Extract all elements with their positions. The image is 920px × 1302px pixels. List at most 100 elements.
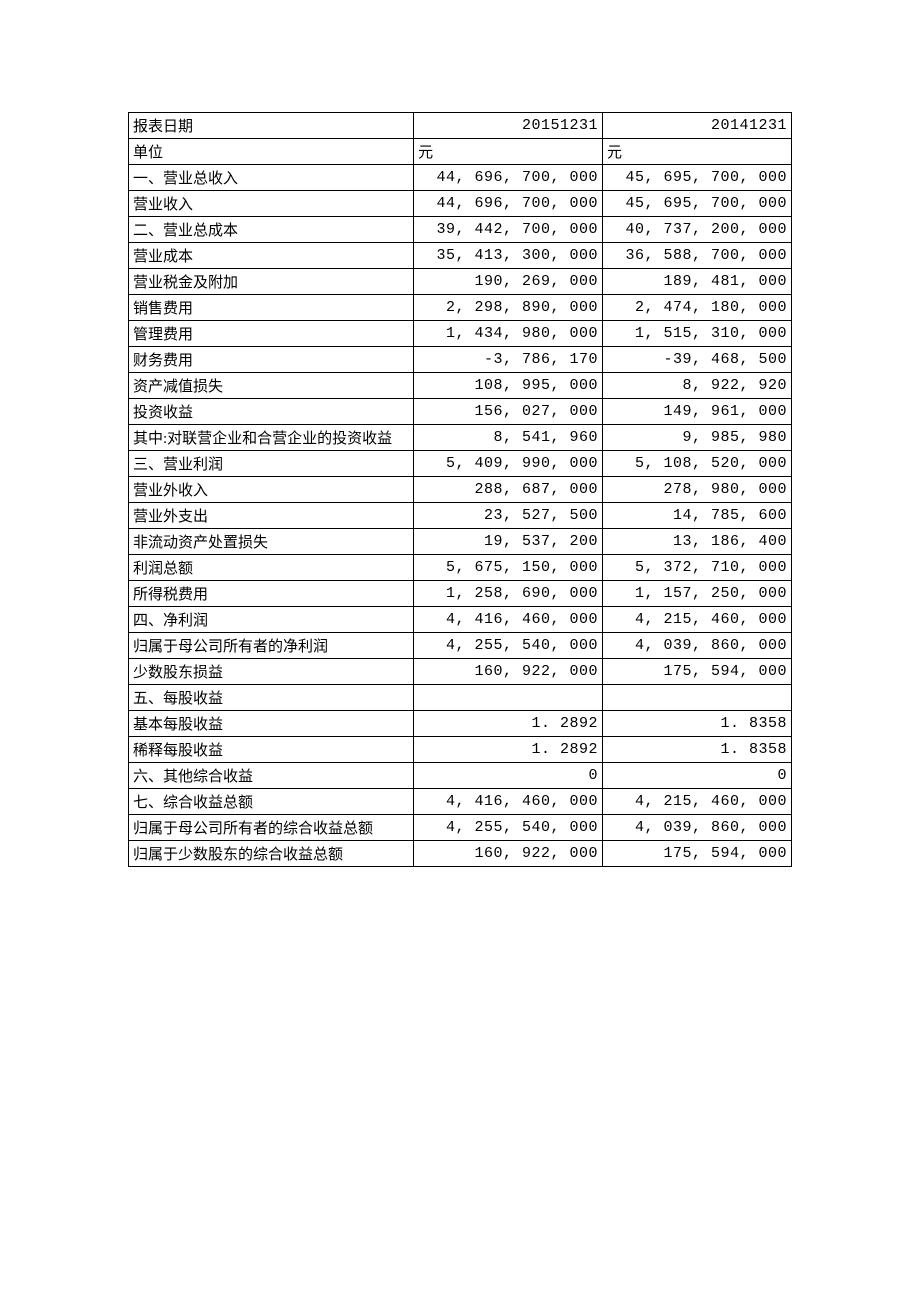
- table-row: 非流动资产处置损失19, 537, 20013, 186, 400: [129, 529, 792, 555]
- row-label-cell: 营业外支出: [129, 503, 414, 529]
- row-value2-cell: -39, 468, 500: [603, 347, 792, 373]
- row-value1-cell: 160, 922, 000: [414, 841, 603, 867]
- row-label-cell: 一、营业总收入: [129, 165, 414, 191]
- row-label-cell: 管理费用: [129, 321, 414, 347]
- row-label-cell: 单位: [129, 139, 414, 165]
- table-row: 单位元元: [129, 139, 792, 165]
- row-label-cell: 所得税费用: [129, 581, 414, 607]
- row-label-cell: 二、营业总成本: [129, 217, 414, 243]
- table-row: 稀释每股收益1. 28921. 8358: [129, 737, 792, 763]
- row-value2-cell: 175, 594, 000: [603, 841, 792, 867]
- row-value1-cell: 39, 442, 700, 000: [414, 217, 603, 243]
- row-value2-cell: 4, 215, 460, 000: [603, 789, 792, 815]
- row-label-cell: 归属于母公司所有者的综合收益总额: [129, 815, 414, 841]
- row-value2-cell: 5, 108, 520, 000: [603, 451, 792, 477]
- table-row: 营业收入44, 696, 700, 00045, 695, 700, 000: [129, 191, 792, 217]
- row-label-cell: 营业外收入: [129, 477, 414, 503]
- row-label-cell: 三、营业利润: [129, 451, 414, 477]
- row-value2-cell: 149, 961, 000: [603, 399, 792, 425]
- row-value1-cell: 19, 537, 200: [414, 529, 603, 555]
- row-value1-cell: -3, 786, 170: [414, 347, 603, 373]
- row-value1-cell: 190, 269, 000: [414, 269, 603, 295]
- row-value2-cell: 20141231: [603, 113, 792, 139]
- row-value2-cell: 9, 985, 980: [603, 425, 792, 451]
- row-value1-cell: 1, 434, 980, 000: [414, 321, 603, 347]
- row-value2-cell: 2, 474, 180, 000: [603, 295, 792, 321]
- row-value2-cell: 元: [603, 139, 792, 165]
- table-row: 四、净利润4, 416, 460, 0004, 215, 460, 000: [129, 607, 792, 633]
- table-row: 归属于母公司所有者的综合收益总额4, 255, 540, 0004, 039, …: [129, 815, 792, 841]
- table-row: 利润总额5, 675, 150, 0005, 372, 710, 000: [129, 555, 792, 581]
- row-label-cell: 营业税金及附加: [129, 269, 414, 295]
- row-value1-cell: 4, 416, 460, 000: [414, 607, 603, 633]
- row-value1-cell: 5, 409, 990, 000: [414, 451, 603, 477]
- table-row: 投资收益156, 027, 000149, 961, 000: [129, 399, 792, 425]
- row-value1-cell: 4, 255, 540, 000: [414, 815, 603, 841]
- row-value2-cell: 45, 695, 700, 000: [603, 165, 792, 191]
- row-label-cell: 销售费用: [129, 295, 414, 321]
- table-row: 五、每股收益: [129, 685, 792, 711]
- row-value1-cell: 元: [414, 139, 603, 165]
- row-value2-cell: 4, 215, 460, 000: [603, 607, 792, 633]
- row-label-cell: 归属于少数股东的综合收益总额: [129, 841, 414, 867]
- table-body: 报表日期2015123120141231单位元元一、营业总收入44, 696, …: [129, 113, 792, 867]
- row-value2-cell: 8, 922, 920: [603, 373, 792, 399]
- table-row: 营业外收入288, 687, 000278, 980, 000: [129, 477, 792, 503]
- row-value2-cell: 1, 157, 250, 000: [603, 581, 792, 607]
- table-row: 少数股东损益160, 922, 000175, 594, 000: [129, 659, 792, 685]
- row-value1-cell: 35, 413, 300, 000: [414, 243, 603, 269]
- row-value2-cell: [603, 685, 792, 711]
- row-value1-cell: 160, 922, 000: [414, 659, 603, 685]
- table-row: 所得税费用1, 258, 690, 0001, 157, 250, 000: [129, 581, 792, 607]
- row-value2-cell: 45, 695, 700, 000: [603, 191, 792, 217]
- table-row: 销售费用2, 298, 890, 0002, 474, 180, 000: [129, 295, 792, 321]
- table-row: 其中:对联营企业和合营企业的投资收益8, 541, 9609, 985, 980: [129, 425, 792, 451]
- table-row: 财务费用-3, 786, 170-39, 468, 500: [129, 347, 792, 373]
- row-value2-cell: 1. 8358: [603, 711, 792, 737]
- table-row: 归属于母公司所有者的净利润4, 255, 540, 0004, 039, 860…: [129, 633, 792, 659]
- row-value1-cell: 108, 995, 000: [414, 373, 603, 399]
- row-value1-cell: 23, 527, 500: [414, 503, 603, 529]
- row-value1-cell: 4, 416, 460, 000: [414, 789, 603, 815]
- row-label-cell: 财务费用: [129, 347, 414, 373]
- row-value2-cell: 14, 785, 600: [603, 503, 792, 529]
- row-label-cell: 六、其他综合收益: [129, 763, 414, 789]
- row-value1-cell: 4, 255, 540, 000: [414, 633, 603, 659]
- table-row: 三、营业利润5, 409, 990, 0005, 108, 520, 000: [129, 451, 792, 477]
- row-value2-cell: 4, 039, 860, 000: [603, 815, 792, 841]
- row-value1-cell: 8, 541, 960: [414, 425, 603, 451]
- table-row: 二、营业总成本39, 442, 700, 00040, 737, 200, 00…: [129, 217, 792, 243]
- income-statement-table: 报表日期2015123120141231单位元元一、营业总收入44, 696, …: [128, 112, 792, 867]
- row-label-cell: 报表日期: [129, 113, 414, 139]
- table-row: 七、综合收益总额4, 416, 460, 0004, 215, 460, 000: [129, 789, 792, 815]
- row-label-cell: 资产减值损失: [129, 373, 414, 399]
- row-value2-cell: 175, 594, 000: [603, 659, 792, 685]
- row-label-cell: 五、每股收益: [129, 685, 414, 711]
- row-label-cell: 其中:对联营企业和合营企业的投资收益: [129, 425, 414, 451]
- row-value2-cell: 0: [603, 763, 792, 789]
- table-row: 营业外支出23, 527, 50014, 785, 600: [129, 503, 792, 529]
- row-label-cell: 基本每股收益: [129, 711, 414, 737]
- row-value1-cell: 0: [414, 763, 603, 789]
- table-row: 报表日期2015123120141231: [129, 113, 792, 139]
- row-value1-cell: 44, 696, 700, 000: [414, 191, 603, 217]
- row-value1-cell: 20151231: [414, 113, 603, 139]
- table-row: 基本每股收益1. 28921. 8358: [129, 711, 792, 737]
- row-label-cell: 四、净利润: [129, 607, 414, 633]
- row-label-cell: 稀释每股收益: [129, 737, 414, 763]
- row-value2-cell: 40, 737, 200, 000: [603, 217, 792, 243]
- row-value1-cell: 1. 2892: [414, 737, 603, 763]
- row-value2-cell: 189, 481, 000: [603, 269, 792, 295]
- row-value2-cell: 36, 588, 700, 000: [603, 243, 792, 269]
- table-row: 营业成本35, 413, 300, 00036, 588, 700, 000: [129, 243, 792, 269]
- row-value1-cell: [414, 685, 603, 711]
- table-row: 营业税金及附加190, 269, 000189, 481, 000: [129, 269, 792, 295]
- row-value1-cell: 156, 027, 000: [414, 399, 603, 425]
- table-row: 一、营业总收入44, 696, 700, 00045, 695, 700, 00…: [129, 165, 792, 191]
- row-label-cell: 投资收益: [129, 399, 414, 425]
- table-row: 资产减值损失108, 995, 0008, 922, 920: [129, 373, 792, 399]
- row-label-cell: 少数股东损益: [129, 659, 414, 685]
- row-value1-cell: 288, 687, 000: [414, 477, 603, 503]
- row-value2-cell: 13, 186, 400: [603, 529, 792, 555]
- row-value1-cell: 44, 696, 700, 000: [414, 165, 603, 191]
